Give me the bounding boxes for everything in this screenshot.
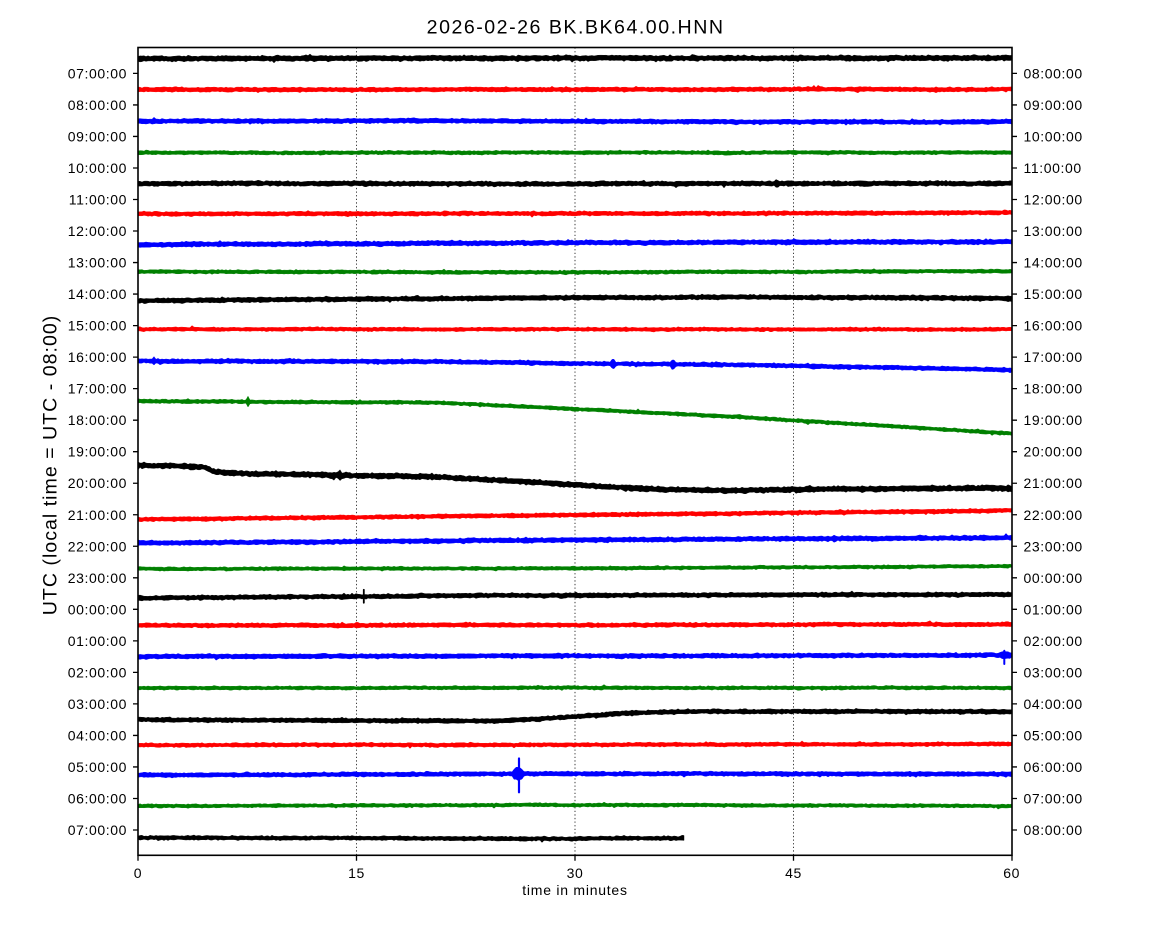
svg-text:22:00:00: 22:00:00 (1024, 507, 1083, 523)
svg-text:08:00:00: 08:00:00 (1024, 65, 1083, 81)
svg-text:17:00:00: 17:00:00 (68, 381, 127, 397)
svg-text:02:00:00: 02:00:00 (68, 664, 127, 680)
svg-text:10:00:00: 10:00:00 (68, 160, 127, 176)
svg-text:18:00:00: 18:00:00 (68, 412, 127, 428)
svg-text:12:00:00: 12:00:00 (1024, 192, 1083, 208)
svg-text:09:00:00: 09:00:00 (1024, 97, 1083, 113)
svg-text:13:00:00: 13:00:00 (1024, 223, 1083, 239)
svg-text:UTC (local time = UTC - 08:00): UTC (local time = UTC - 08:00) (40, 315, 62, 616)
svg-text:2026-02-26 BK.BK64.00.HNN: 2026-02-26 BK.BK64.00.HNN (427, 17, 725, 39)
svg-text:03:00:00: 03:00:00 (1024, 664, 1083, 680)
svg-text:06:00:00: 06:00:00 (68, 791, 127, 807)
svg-text:19:00:00: 19:00:00 (68, 444, 127, 460)
svg-text:23:00:00: 23:00:00 (1024, 538, 1083, 554)
svg-text:60: 60 (1003, 865, 1020, 881)
svg-text:21:00:00: 21:00:00 (1024, 475, 1083, 491)
svg-text:20:00:00: 20:00:00 (1024, 444, 1083, 460)
svg-text:14:00:00: 14:00:00 (68, 286, 127, 302)
svg-text:09:00:00: 09:00:00 (68, 128, 127, 144)
svg-text:16:00:00: 16:00:00 (1024, 318, 1083, 334)
svg-text:04:00:00: 04:00:00 (68, 727, 127, 743)
svg-text:23:00:00: 23:00:00 (68, 570, 127, 586)
svg-text:20:00:00: 20:00:00 (68, 475, 127, 491)
svg-text:14:00:00: 14:00:00 (1024, 255, 1083, 271)
svg-text:11:00:00: 11:00:00 (69, 192, 127, 208)
svg-text:07:00:00: 07:00:00 (68, 65, 127, 81)
svg-text:15:00:00: 15:00:00 (68, 318, 127, 334)
svg-text:00:00:00: 00:00:00 (68, 601, 127, 617)
svg-text:01:00:00: 01:00:00 (68, 633, 127, 649)
svg-text:02:00:00: 02:00:00 (1024, 633, 1083, 649)
svg-text:07:00:00: 07:00:00 (1024, 791, 1083, 807)
svg-text:05:00:00: 05:00:00 (1024, 727, 1083, 743)
svg-text:11:00:00: 11:00:00 (1024, 160, 1082, 176)
svg-text:0: 0 (134, 865, 142, 881)
svg-text:08:00:00: 08:00:00 (68, 97, 127, 113)
svg-text:22:00:00: 22:00:00 (68, 538, 127, 554)
svg-text:19:00:00: 19:00:00 (1024, 412, 1083, 428)
svg-text:05:00:00: 05:00:00 (68, 759, 127, 775)
svg-text:45: 45 (785, 865, 802, 881)
svg-text:01:00:00: 01:00:00 (1024, 601, 1083, 617)
svg-text:30: 30 (567, 865, 584, 881)
svg-text:08:00:00: 08:00:00 (1024, 822, 1083, 838)
svg-text:13:00:00: 13:00:00 (68, 255, 127, 271)
svg-text:16:00:00: 16:00:00 (68, 349, 127, 365)
svg-text:10:00:00: 10:00:00 (1024, 128, 1083, 144)
svg-text:12:00:00: 12:00:00 (68, 223, 127, 239)
svg-text:06:00:00: 06:00:00 (1024, 759, 1083, 775)
svg-text:time in minutes: time in minutes (522, 882, 627, 898)
svg-text:03:00:00: 03:00:00 (68, 696, 127, 712)
svg-text:15: 15 (348, 865, 365, 881)
svg-text:17:00:00: 17:00:00 (1024, 349, 1083, 365)
svg-text:15:00:00: 15:00:00 (1024, 286, 1083, 302)
svg-text:21:00:00: 21:00:00 (68, 507, 127, 523)
svg-text:04:00:00: 04:00:00 (1024, 696, 1083, 712)
svg-text:07:00:00: 07:00:00 (68, 822, 127, 838)
svg-text:18:00:00: 18:00:00 (1024, 381, 1083, 397)
svg-text:00:00:00: 00:00:00 (1024, 570, 1083, 586)
